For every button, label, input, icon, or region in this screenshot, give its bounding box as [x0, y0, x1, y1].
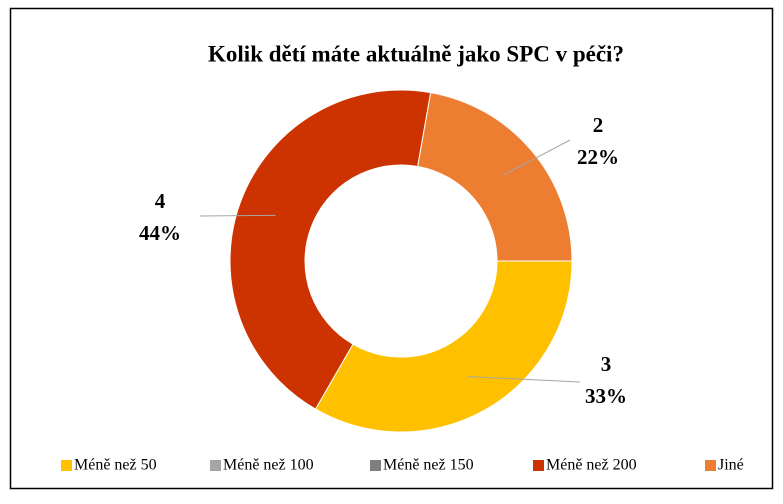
donut-slice: [417, 92, 573, 262]
legend-swatch: [61, 460, 72, 471]
legend-swatch: [210, 460, 221, 471]
chart-title: Kolik dětí máte aktuálně jako SPC v péči…: [208, 41, 624, 66]
legend-swatch: [705, 460, 716, 471]
legend-swatch: [370, 460, 381, 471]
leader-line: [467, 376, 581, 383]
legend-label: Méně než 200: [546, 457, 637, 474]
data-label: 2: [593, 113, 604, 137]
data-label: 3: [601, 352, 612, 376]
leader-line: [199, 214, 276, 217]
data-label: 4: [155, 189, 166, 213]
leader-line: [503, 139, 571, 176]
legend-label: Méně než 50: [74, 457, 157, 474]
legend-label: Jiné: [718, 457, 744, 474]
legend-swatch: [533, 460, 544, 471]
donut-slice: [314, 260, 573, 433]
percent-label: 22%: [577, 145, 619, 169]
percent-label: 33%: [585, 384, 627, 408]
donut-slice: [229, 89, 432, 410]
percent-label: 44%: [139, 221, 181, 245]
legend-label: Méně než 150: [383, 457, 474, 474]
legend-label: Méně než 100: [223, 457, 314, 474]
